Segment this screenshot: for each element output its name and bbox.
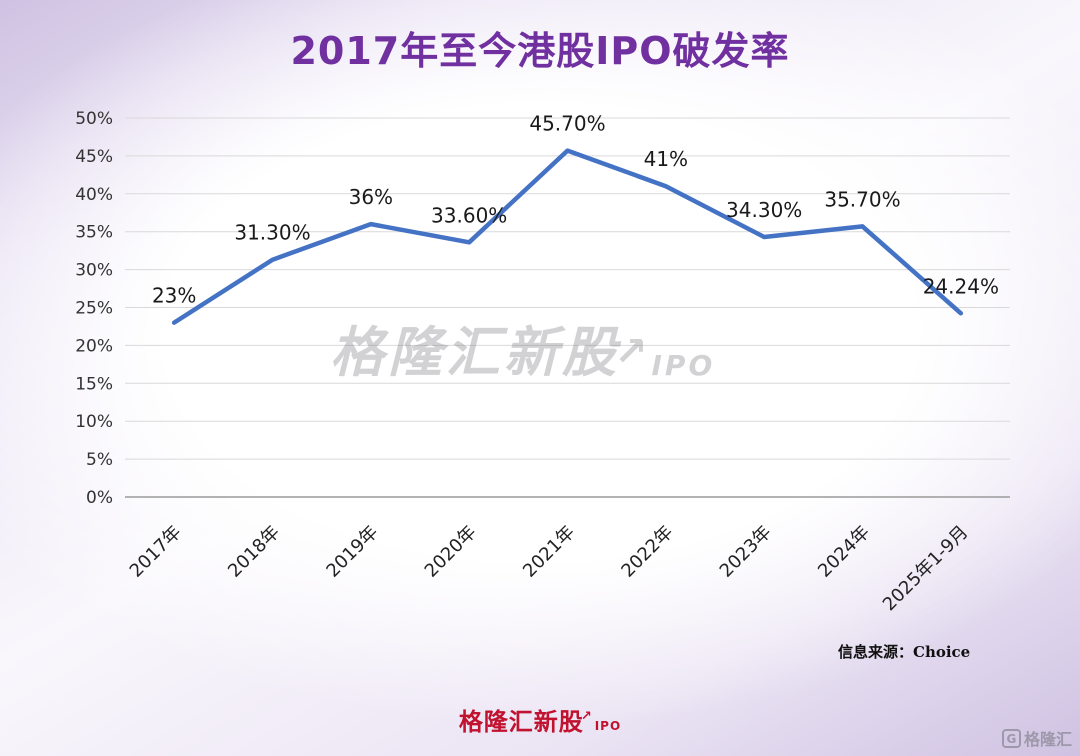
footer-logo-arrow-icon: ↗ [580, 709, 593, 724]
y-tick-label: 25% [75, 299, 113, 319]
corner-watermark-text: 格隆汇 [1023, 730, 1072, 749]
data-point-label: 34.30% [726, 198, 802, 222]
series-line [171, 148, 964, 325]
y-tick-label: 45% [75, 147, 113, 167]
footer-logo-text: 格隆汇新股 [458, 708, 584, 736]
data-point-label: 31.30% [234, 221, 310, 245]
y-tick-label: 15% [75, 374, 113, 394]
y-tick-label: 40% [75, 185, 113, 205]
data-point-label: 35.70% [824, 187, 900, 211]
data-point-label: 33.60% [431, 203, 507, 227]
data-point-label: 23% [152, 284, 196, 308]
y-tick-label: 5% [86, 450, 113, 470]
corner-watermark: G 格隆汇 [1001, 726, 1072, 750]
x-category-label: 2025年1-9月 [879, 522, 972, 615]
footer-logo-ipo: IPO [594, 719, 622, 733]
y-tick-label: 0% [86, 488, 113, 508]
y-tick-label: 30% [75, 261, 113, 281]
y-tick-label: 35% [75, 223, 113, 243]
data-point-label: 36% [349, 185, 393, 209]
x-category-label: 2022年 [617, 522, 677, 582]
page-title: 2017年至今港股IPO破发率 [290, 29, 790, 73]
x-category-label: 2024年 [814, 522, 874, 582]
x-category-label: 2019年 [322, 522, 382, 582]
x-category-label: 2018年 [224, 522, 284, 582]
data-point-label: 24.24% [923, 274, 999, 298]
data-point-label: 41% [644, 147, 688, 171]
x-category-label: 2021年 [519, 522, 579, 582]
data-source-note: 信息来源：Choice [838, 643, 971, 661]
corner-watermark-g-icon: G [1001, 728, 1021, 748]
footer-logo: 格隆汇新股↗IPO [0, 702, 1080, 737]
data-point-label: 45.70% [529, 112, 605, 136]
y-tick-label: 10% [75, 412, 113, 432]
x-category-label: 2017年 [126, 522, 186, 582]
x-category-label: 2020年 [421, 522, 481, 582]
y-tick-label: 50% [75, 109, 113, 129]
x-category-label: 2023年 [716, 522, 776, 582]
y-tick-label: 20% [75, 336, 113, 356]
